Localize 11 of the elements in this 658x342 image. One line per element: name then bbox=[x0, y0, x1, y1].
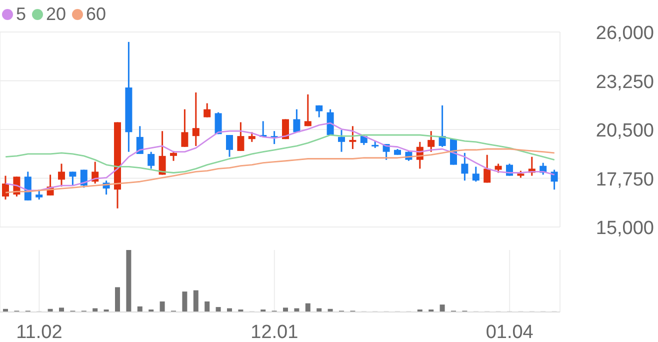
legend-label: 5 bbox=[16, 4, 26, 25]
x-tick-label: 01.04 bbox=[486, 322, 534, 342]
y-tick-label: 17,750 bbox=[596, 169, 654, 190]
y-tick-label: 23,250 bbox=[596, 72, 654, 93]
y-tick-label: 20,500 bbox=[596, 120, 654, 142]
legend-label: 20 bbox=[46, 4, 66, 25]
x-tick-label: 11.02 bbox=[16, 322, 62, 342]
legend-label: 60 bbox=[86, 4, 106, 25]
x-tick-label: 12.01 bbox=[250, 322, 298, 342]
y-tick-label: 15,000 bbox=[596, 218, 654, 239]
y-tick-label: 26,000 bbox=[596, 23, 654, 44]
